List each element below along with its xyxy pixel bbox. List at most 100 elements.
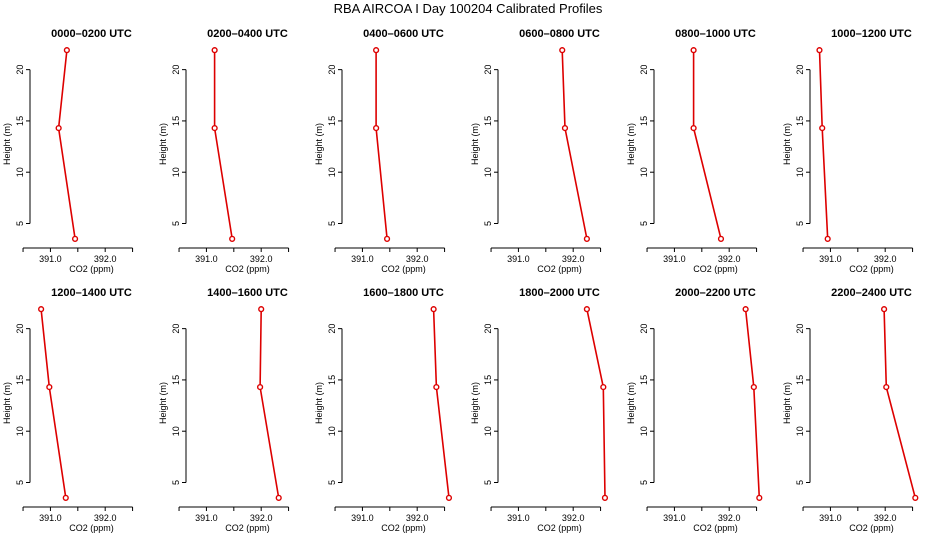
y-tick-label: 10	[483, 426, 493, 436]
x-tick-label: 391.0	[351, 254, 374, 264]
y-tick-label: 10	[483, 167, 493, 177]
data-point	[750, 384, 757, 391]
y-tick-label: 15	[795, 116, 805, 126]
y-tick-label: 10	[639, 426, 649, 436]
y-tick-label: 5	[483, 221, 493, 226]
x-tick-label: 391.0	[663, 254, 686, 264]
x-axis-label: CO2 (ppm)	[537, 523, 582, 533]
y-tick-label: 15	[327, 116, 337, 126]
y-axis-label: Height (m)	[314, 382, 324, 424]
y-tick-label: 20	[171, 65, 181, 75]
x-axis-label: CO2 (ppm)	[381, 264, 426, 274]
data-point	[383, 235, 391, 242]
y-tick-label: 10	[15, 426, 25, 436]
y-tick-label: 10	[795, 167, 805, 177]
y-tick-label: 20	[15, 324, 25, 334]
y-tick-label: 15	[639, 116, 649, 126]
x-tick-label: 392.0	[406, 254, 429, 264]
y-tick-label: 15	[795, 375, 805, 385]
data-point	[601, 494, 609, 501]
x-tick-label: 392.0	[94, 254, 117, 264]
series-line	[561, 50, 588, 240]
y-tick-label: 20	[639, 65, 649, 75]
x-tick-label: 392.0	[718, 254, 741, 264]
series-line	[259, 309, 280, 499]
y-tick-label: 15	[483, 375, 493, 385]
series-line	[883, 309, 917, 499]
data-point	[600, 384, 607, 391]
data-point	[55, 125, 62, 132]
x-tick-label: 392.0	[718, 513, 741, 523]
x-tick-label: 392.0	[874, 513, 897, 523]
data-point	[445, 494, 453, 501]
y-tick-label: 5	[795, 480, 805, 485]
data-point	[63, 47, 70, 54]
y-tick-label: 5	[483, 480, 493, 485]
series-line	[432, 309, 450, 498]
data-point	[373, 125, 380, 132]
y-tick-label: 15	[15, 375, 25, 385]
x-axis-label: CO2 (ppm)	[537, 264, 582, 274]
panel-title: 1800–2000 UTC	[519, 287, 600, 299]
y-tick-label: 10	[639, 167, 649, 177]
data-point	[211, 125, 218, 132]
y-axis-label: Height (m)	[2, 123, 12, 165]
y-axis-label: Height (m)	[782, 382, 792, 424]
panel-title: 1000–1200 UTC	[831, 28, 912, 40]
y-axis-label: Height (m)	[782, 123, 792, 165]
y-axis-label: Height (m)	[626, 382, 636, 424]
y-tick-label: 15	[639, 375, 649, 385]
panel-title: 0000–0200 UTC	[51, 28, 132, 40]
y-tick-label: 10	[327, 167, 337, 177]
x-tick-label: 391.0	[507, 254, 530, 264]
y-axis-label: Height (m)	[2, 382, 12, 424]
page-title: RBA AIRCOA I Day 100204 Calibrated Profi…	[333, 1, 603, 16]
data-point	[690, 47, 697, 54]
x-axis-label: CO2 (ppm)	[69, 264, 114, 274]
y-tick-label: 20	[483, 324, 493, 334]
x-axis-label: CO2 (ppm)	[225, 523, 270, 533]
x-tick-label: 391.0	[663, 513, 686, 523]
y-tick-label: 5	[639, 480, 649, 485]
y-tick-label: 20	[327, 65, 337, 75]
y-axis-label: Height (m)	[314, 123, 324, 165]
x-axis-label: CO2 (ppm)	[381, 523, 426, 533]
data-point	[433, 384, 440, 391]
data-point	[756, 494, 763, 501]
data-point	[912, 494, 919, 501]
data-point	[583, 306, 590, 313]
data-point	[258, 306, 265, 313]
y-tick-label: 15	[327, 375, 337, 385]
y-tick-label: 10	[327, 426, 337, 436]
x-tick-label: 392.0	[562, 254, 585, 264]
y-tick-label: 10	[15, 167, 25, 177]
x-tick-label: 392.0	[250, 513, 273, 523]
y-tick-label: 15	[171, 116, 181, 126]
panel-title: 2200–2400 UTC	[831, 287, 912, 299]
x-tick-label: 391.0	[39, 513, 62, 523]
series-line	[586, 309, 606, 498]
y-axis-label: Height (m)	[158, 382, 168, 424]
x-tick-label: 392.0	[874, 254, 897, 264]
x-tick-label: 392.0	[94, 513, 117, 523]
y-tick-label: 20	[15, 65, 25, 75]
data-point	[883, 384, 890, 391]
data-point	[561, 125, 569, 132]
data-point	[211, 47, 218, 54]
x-tick-label: 391.0	[195, 513, 218, 523]
data-point	[819, 125, 826, 132]
panel-title: 1400–1600 UTC	[207, 287, 288, 299]
data-point	[816, 47, 823, 54]
panel-title: 0200–0400 UTC	[207, 28, 288, 40]
data-point	[38, 306, 45, 313]
x-tick-label: 391.0	[819, 513, 842, 523]
x-axis-label: CO2 (ppm)	[693, 264, 738, 274]
y-tick-label: 20	[327, 324, 337, 334]
